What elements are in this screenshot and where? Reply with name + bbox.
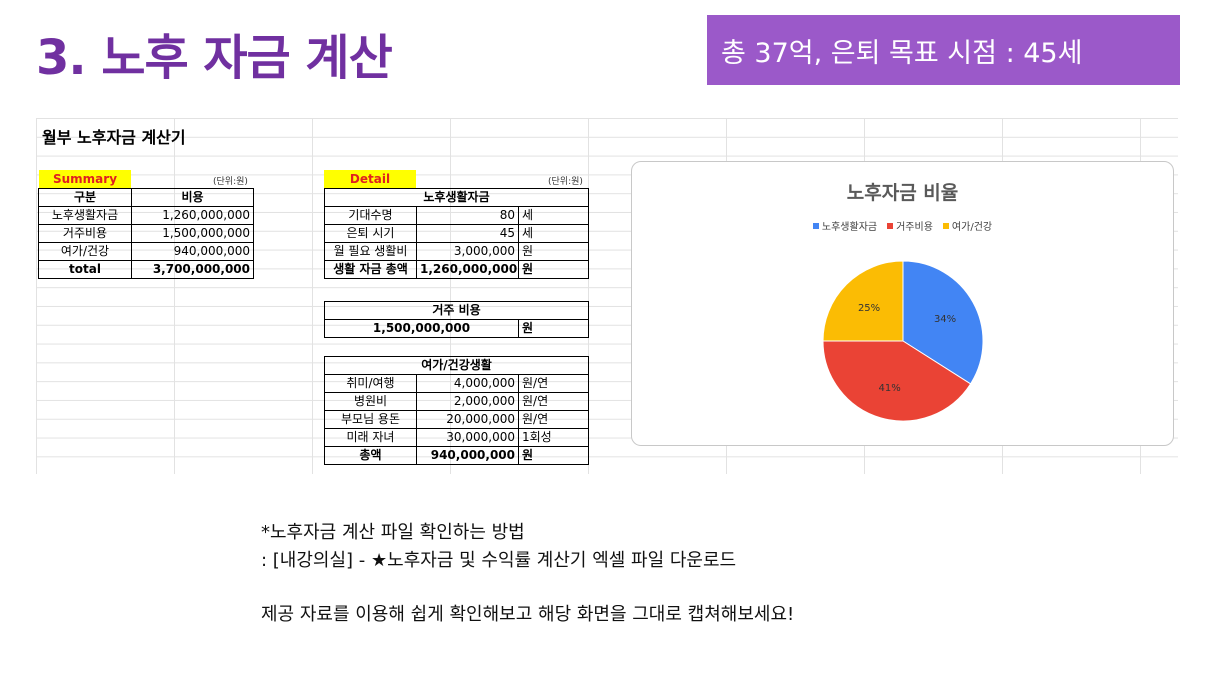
living-fund-row: 기대수명 80 세 [324, 206, 590, 225]
summary-row-value: 1,500,000,000 [131, 224, 254, 243]
leisure-health-row-unit: 원/연 [518, 392, 589, 411]
summary-total-label: total [38, 260, 132, 279]
housing-cost-header: 거주 비용 [324, 301, 589, 320]
pie-chart: 34% 41% 25% [822, 260, 984, 422]
leisure-health-header-row: 여가/건강생활 [324, 356, 589, 375]
pie-slice-label: 25% [858, 303, 880, 314]
summary-row: 노후생활자금 1,260,000,000 [38, 206, 254, 225]
living-fund-row-unit: 세 [517, 224, 590, 243]
sheet-title: 월부 노후자금 계산기 [42, 128, 186, 147]
summary-header-cost: 비용 [131, 188, 254, 207]
leisure-health-row-label: 병원비 [324, 392, 417, 411]
pie-slice [822, 260, 904, 342]
slide-title: 3. 노후 자금 계산 [36, 30, 393, 86]
housing-cost-unit: 원 [518, 319, 589, 338]
housing-cost-row: 1,500,000,000 원 [324, 319, 589, 338]
leisure-health-total-unit: 원 [518, 446, 589, 465]
living-fund-row-value: 45 [416, 224, 519, 243]
summary-label: Summary [39, 170, 131, 188]
living-fund-row-value: 3,000,000 [416, 242, 519, 261]
leisure-health-row: 병원비 2,000,000 원/연 [324, 392, 589, 411]
legend-label: 여가/건강 [951, 222, 993, 233]
detail-unit: (단위:원) [548, 177, 583, 187]
leisure-health-table: 여가/건강생활 취미/여행 4,000,000 원/연 병원비 2,000,00… [324, 356, 589, 465]
housing-cost-header-row: 거주 비용 [324, 301, 589, 320]
leisure-health-row: 취미/여행 4,000,000 원/연 [324, 374, 589, 393]
leisure-health-row: 부모님 용돈 20,000,000 원/연 [324, 410, 589, 429]
leisure-health-row-value: 2,000,000 [416, 392, 519, 411]
living-fund-total-label: 생활 자금 총액 [324, 260, 417, 279]
living-fund-row-label: 은퇴 시기 [324, 224, 417, 243]
summary-total-value: 3,700,000,000 [131, 260, 254, 279]
legend-swatch-icon [887, 222, 894, 229]
pie-slice-label: 34% [934, 314, 956, 325]
leisure-health-row-unit: 원/연 [518, 374, 589, 393]
legend-swatch-icon [812, 222, 819, 229]
summary-row: 거주비용 1,500,000,000 [38, 224, 254, 243]
living-fund-row: 월 필요 생활비 3,000,000 원 [324, 242, 590, 261]
pie-slice [822, 340, 972, 422]
living-fund-row-label: 기대수명 [324, 206, 417, 225]
living-fund-row-value: 80 [416, 206, 519, 225]
leisure-health-row-label: 미래 자녀 [324, 428, 417, 447]
living-fund-total-unit: 원 [517, 260, 590, 279]
leisure-health-row-label: 취미/여행 [324, 374, 417, 393]
living-fund-table: 노후생활자금 기대수명 80 세 은퇴 시기 45 세 월 필요 생활비 3,0… [323, 188, 590, 279]
note-download-path: : [내강의실] - ★노후자금 및 수익률 계산기 엑셀 파일 다운로드 [261, 550, 737, 571]
summary-unit: (단위:원) [213, 177, 248, 187]
leisure-health-header: 여가/건강생활 [324, 356, 589, 375]
summary-header-row: 구분 비용 [38, 188, 254, 207]
summary-row-label: 여가/건강 [38, 242, 132, 261]
leisure-health-row-unit: 1회성 [518, 428, 589, 447]
leisure-health-row-value: 20,000,000 [416, 410, 519, 429]
living-fund-row-unit: 세 [517, 206, 590, 225]
leisure-health-total-row: 총액 940,000,000 원 [324, 446, 589, 465]
summary-row-value: 940,000,000 [131, 242, 254, 261]
living-fund-row-unit: 원 [517, 242, 590, 261]
summary-table: 구분 비용 노후생활자금 1,260,000,000 거주비용 1,500,00… [38, 188, 254, 279]
detail-label: Detail [324, 170, 416, 188]
leisure-health-row-label: 부모님 용돈 [324, 410, 417, 429]
living-fund-row-label: 월 필요 생활비 [324, 242, 417, 261]
leisure-health-row-value: 30,000,000 [416, 428, 519, 447]
housing-cost-value: 1,500,000,000 [324, 319, 519, 338]
leisure-health-row-unit: 원/연 [518, 410, 589, 429]
leisure-health-row: 미래 자녀 30,000,000 1회성 [324, 428, 589, 447]
summary-row: 여가/건강 940,000,000 [38, 242, 254, 261]
leisure-health-total-value: 940,000,000 [416, 446, 519, 465]
legend-label: 노후생활자금 [821, 222, 878, 233]
chart-title: 노후자금 비율 [846, 182, 959, 204]
housing-cost-table: 거주 비용 1,500,000,000 원 [324, 301, 589, 338]
note-capture-hint: 제공 자료를 이용해 쉽게 확인해보고 해당 화면을 그대로 캡쳐해보세요! [261, 604, 795, 625]
summary-row-label: 거주비용 [38, 224, 132, 243]
legend-item: 여가/건강 [942, 218, 993, 233]
living-fund-total-value: 1,260,000,000 [416, 260, 519, 279]
legend-label: 거주비용 [896, 222, 933, 233]
note-instruction-title: *노후자금 계산 파일 확인하는 방법 [261, 522, 525, 543]
living-fund-header-row: 노후생활자금 [323, 188, 590, 207]
leisure-health-row-value: 4,000,000 [416, 374, 519, 393]
summary-row-label: 노후생활자금 [38, 206, 132, 225]
summary-header-category: 구분 [38, 188, 132, 207]
summary-total-row: total 3,700,000,000 [38, 260, 254, 279]
legend-swatch-icon [942, 222, 949, 229]
legend-item: 노후생활자금 [812, 218, 878, 233]
summary-row-value: 1,260,000,000 [131, 206, 254, 225]
pie-slice-label: 41% [878, 383, 900, 394]
living-fund-total-row: 생활 자금 총액 1,260,000,000 원 [324, 260, 590, 279]
living-fund-row: 은퇴 시기 45 세 [324, 224, 590, 243]
living-fund-header: 노후생활자금 [323, 188, 590, 207]
goal-banner: 총 37억, 은퇴 목표 시점 : 45세 [707, 15, 1180, 85]
chart-legend: 노후생활자금 거주비용 여가/건강 [632, 218, 1173, 233]
leisure-health-total-label: 총액 [324, 446, 417, 465]
pie-chart-panel[interactable]: 노후자금 비율 노후생활자금 거주비용 여가/건강 34% 41% 25% [631, 161, 1174, 446]
legend-item: 거주비용 [887, 218, 933, 233]
